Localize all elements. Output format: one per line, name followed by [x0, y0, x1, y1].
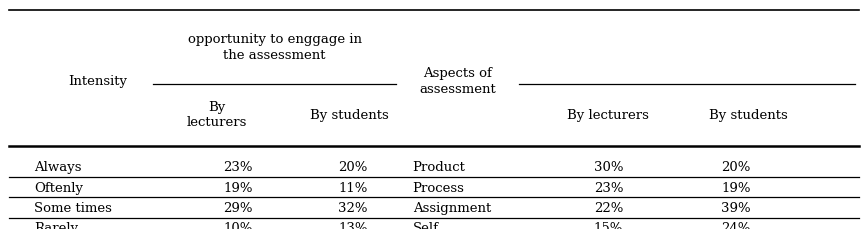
Text: 23%: 23% — [594, 181, 623, 194]
Text: 20%: 20% — [339, 161, 368, 174]
Text: 39%: 39% — [721, 201, 751, 214]
Text: opportunity to enggage in
the assessment: opportunity to enggage in the assessment — [187, 33, 361, 62]
Text: 13%: 13% — [339, 221, 368, 229]
Text: 22%: 22% — [594, 201, 623, 214]
Text: 20%: 20% — [721, 161, 751, 174]
Text: Rarely: Rarely — [34, 221, 78, 229]
Text: 15%: 15% — [594, 221, 623, 229]
Text: Self: Self — [413, 221, 438, 229]
Text: Assignment: Assignment — [413, 201, 491, 214]
Text: By students: By students — [709, 108, 788, 121]
Text: Some times: Some times — [34, 201, 112, 214]
Text: 19%: 19% — [721, 181, 751, 194]
Text: 10%: 10% — [224, 221, 253, 229]
Text: 24%: 24% — [721, 221, 751, 229]
Text: 11%: 11% — [339, 181, 368, 194]
Text: Aspects of
assessment: Aspects of assessment — [419, 66, 496, 95]
Text: By students: By students — [310, 108, 388, 121]
Text: By lecturers: By lecturers — [568, 108, 649, 121]
Text: Always: Always — [34, 161, 82, 174]
Text: Oftenly: Oftenly — [34, 181, 83, 194]
Text: By
lecturers: By lecturers — [187, 100, 247, 129]
Text: 29%: 29% — [224, 201, 253, 214]
Text: 23%: 23% — [224, 161, 253, 174]
Text: Intensity: Intensity — [69, 74, 128, 87]
Text: Product: Product — [413, 161, 465, 174]
Text: 19%: 19% — [224, 181, 253, 194]
Text: Process: Process — [413, 181, 464, 194]
Text: 30%: 30% — [594, 161, 623, 174]
Text: 32%: 32% — [339, 201, 368, 214]
